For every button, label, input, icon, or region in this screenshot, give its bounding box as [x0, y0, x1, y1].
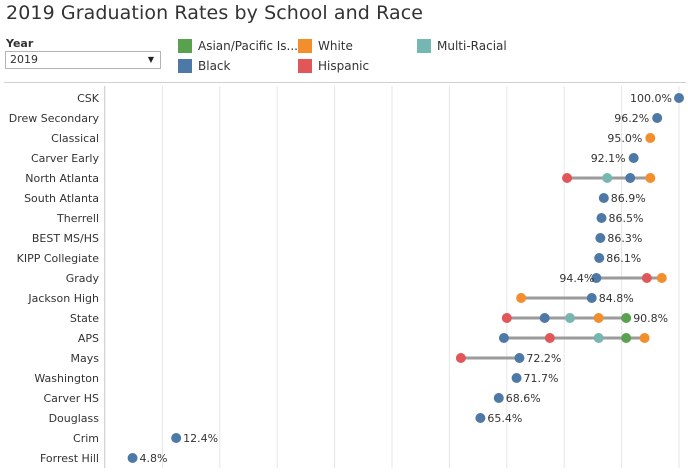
- y-tick-label: Mays: [71, 352, 100, 365]
- data-label: 65.4%: [487, 412, 522, 425]
- y-tick-label: Jackson High: [27, 292, 99, 305]
- legend-label-asian-pacific-islander: Asian/Pacific Is...: [198, 39, 298, 53]
- y-tick-label: Carver HS: [44, 392, 100, 405]
- data-point-white: [516, 293, 527, 303]
- data-point-white: [656, 273, 667, 283]
- data-label: 84.8%: [599, 292, 634, 305]
- y-tick-label: Forrest Hill: [40, 452, 99, 465]
- data-point-asian-pacific-islander: [621, 333, 632, 343]
- data-point-white: [645, 133, 656, 143]
- data-label: 86.9%: [611, 192, 646, 205]
- data-point-hispanic: [501, 313, 512, 323]
- data-point-black: [514, 353, 525, 363]
- data-point-black: [171, 433, 182, 443]
- y-tick-label: Drew Secondary: [9, 112, 100, 125]
- y-tick-label: Douglass: [49, 412, 100, 425]
- data-point-hispanic: [544, 333, 555, 343]
- data-label: 12.4%: [183, 432, 218, 445]
- header-divider: [4, 82, 686, 83]
- y-tick-label: CSK: [77, 92, 100, 105]
- data-point-white: [645, 173, 656, 183]
- data-point-hispanic: [455, 353, 466, 363]
- legend-label-white: White: [318, 39, 353, 53]
- data-point-black: [674, 93, 684, 103]
- data-point-black: [539, 313, 550, 323]
- data-label: 86.3%: [607, 232, 642, 245]
- data-point-black: [511, 373, 522, 383]
- y-tick-label: KIPP Collegiate: [17, 252, 100, 265]
- data-point-hispanic: [641, 273, 652, 283]
- data-label: 90.8%: [633, 312, 668, 325]
- chart-title: 2019 Graduation Rates by School and Race: [6, 2, 424, 24]
- data-label: 94.4%: [559, 272, 594, 285]
- data-point-black: [628, 153, 639, 163]
- legend-item-black[interactable]: Black: [178, 58, 230, 74]
- data-point-black: [598, 193, 609, 203]
- data-point-black: [493, 393, 504, 403]
- legend-label-hispanic: Hispanic: [318, 59, 370, 73]
- data-label: 72.2%: [526, 352, 561, 365]
- legend-item-multi-racial[interactable]: Multi-Racial: [417, 38, 507, 54]
- data-label: 4.8%: [140, 452, 168, 465]
- data-point-black: [625, 173, 636, 183]
- data-point-black: [591, 273, 602, 283]
- data-point-multi-racial: [564, 313, 575, 323]
- data-label: 92.1%: [591, 152, 626, 165]
- legend-item-asian-pacific-islander[interactable]: Asian/Pacific Is...: [178, 38, 298, 54]
- y-tick-label: Classical: [51, 132, 99, 145]
- data-point-black: [594, 253, 605, 263]
- y-tick-label: State: [70, 312, 99, 325]
- year-filter-label: Year: [6, 37, 34, 50]
- data-point-white: [593, 313, 604, 323]
- y-tick-label: Therrell: [56, 212, 99, 225]
- data-label: 86.5%: [609, 212, 644, 225]
- year-filter-value: 2019: [10, 53, 38, 66]
- data-label: 95.0%: [607, 132, 642, 145]
- data-point-black: [595, 233, 606, 243]
- y-tick-label: Washington: [34, 372, 99, 385]
- data-point-multi-racial: [602, 173, 613, 183]
- y-tick-label: North Atlanta: [25, 172, 99, 185]
- legend-swatch-white: [298, 39, 312, 53]
- legend-swatch-black: [178, 59, 192, 73]
- y-tick-label: APS: [78, 332, 99, 345]
- data-point-black: [127, 453, 138, 463]
- data-point-white: [639, 333, 650, 343]
- legend-swatch-asian-pacific-islander: [178, 39, 192, 53]
- legend-label-black: Black: [198, 59, 231, 73]
- data-label: 71.7%: [524, 372, 559, 385]
- data-point-asian-pacific-islander: [621, 313, 632, 323]
- legend-item-white[interactable]: White: [298, 38, 353, 54]
- data-point-black: [498, 333, 509, 343]
- legend-swatch-multi-racial: [417, 39, 431, 53]
- y-tick-label: Grady: [66, 272, 100, 285]
- data-point-black: [586, 293, 597, 303]
- legend-swatch-hispanic: [298, 59, 312, 73]
- y-tick-label: Crim: [73, 432, 99, 445]
- legend-item-hispanic[interactable]: Hispanic: [298, 58, 369, 74]
- chevron-down-icon[interactable]: ▼: [147, 55, 154, 64]
- data-label: 68.6%: [506, 392, 541, 405]
- data-point-black: [652, 113, 663, 123]
- data-point-multi-racial: [593, 333, 604, 343]
- year-filter-select[interactable]: 2019 ▼: [5, 51, 161, 69]
- data-point-black: [475, 413, 486, 423]
- legend-label-multi-racial: Multi-Racial: [437, 39, 507, 53]
- data-label: 96.2%: [614, 112, 649, 125]
- data-label: 100.0%: [630, 92, 672, 105]
- data-point-black: [596, 213, 607, 223]
- data-label: 86.1%: [606, 252, 641, 265]
- data-point-hispanic: [562, 173, 573, 183]
- y-tick-label: BEST MS/HS: [32, 232, 99, 245]
- y-tick-label: Carver Early: [31, 152, 100, 165]
- y-tick-label: South Atlanta: [24, 192, 99, 205]
